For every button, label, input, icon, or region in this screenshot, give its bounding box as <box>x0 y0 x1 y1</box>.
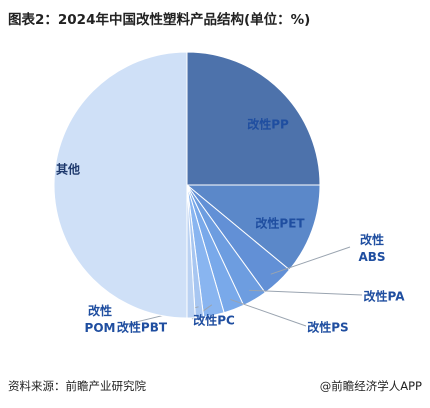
chart-title: 图表2：2024年中国改性塑料产品结构(单位：%) <box>8 12 311 28</box>
leader-line <box>249 289 363 296</box>
slice-label: 改性PBT <box>116 320 168 335</box>
leader-line <box>270 246 351 275</box>
pie-slice <box>186 51 321 186</box>
brand: @前瞻经济学人APP <box>319 379 422 393</box>
slice-label: 改性PP <box>247 117 289 132</box>
slice-label: 改性PA <box>363 289 405 304</box>
slice-label: 改性ABS <box>358 233 386 264</box>
slice-label: 改性POM <box>84 304 116 335</box>
slice-label: 改性PS <box>307 320 349 335</box>
slice-label: 改性PET <box>255 216 305 231</box>
pie-slice <box>53 51 188 319</box>
leader-line <box>230 298 307 327</box>
slice-label: 其他 <box>55 162 80 177</box>
slice-label: 改性PC <box>193 313 235 328</box>
source: 资料来源：前瞻产业研究院 <box>8 379 146 393</box>
